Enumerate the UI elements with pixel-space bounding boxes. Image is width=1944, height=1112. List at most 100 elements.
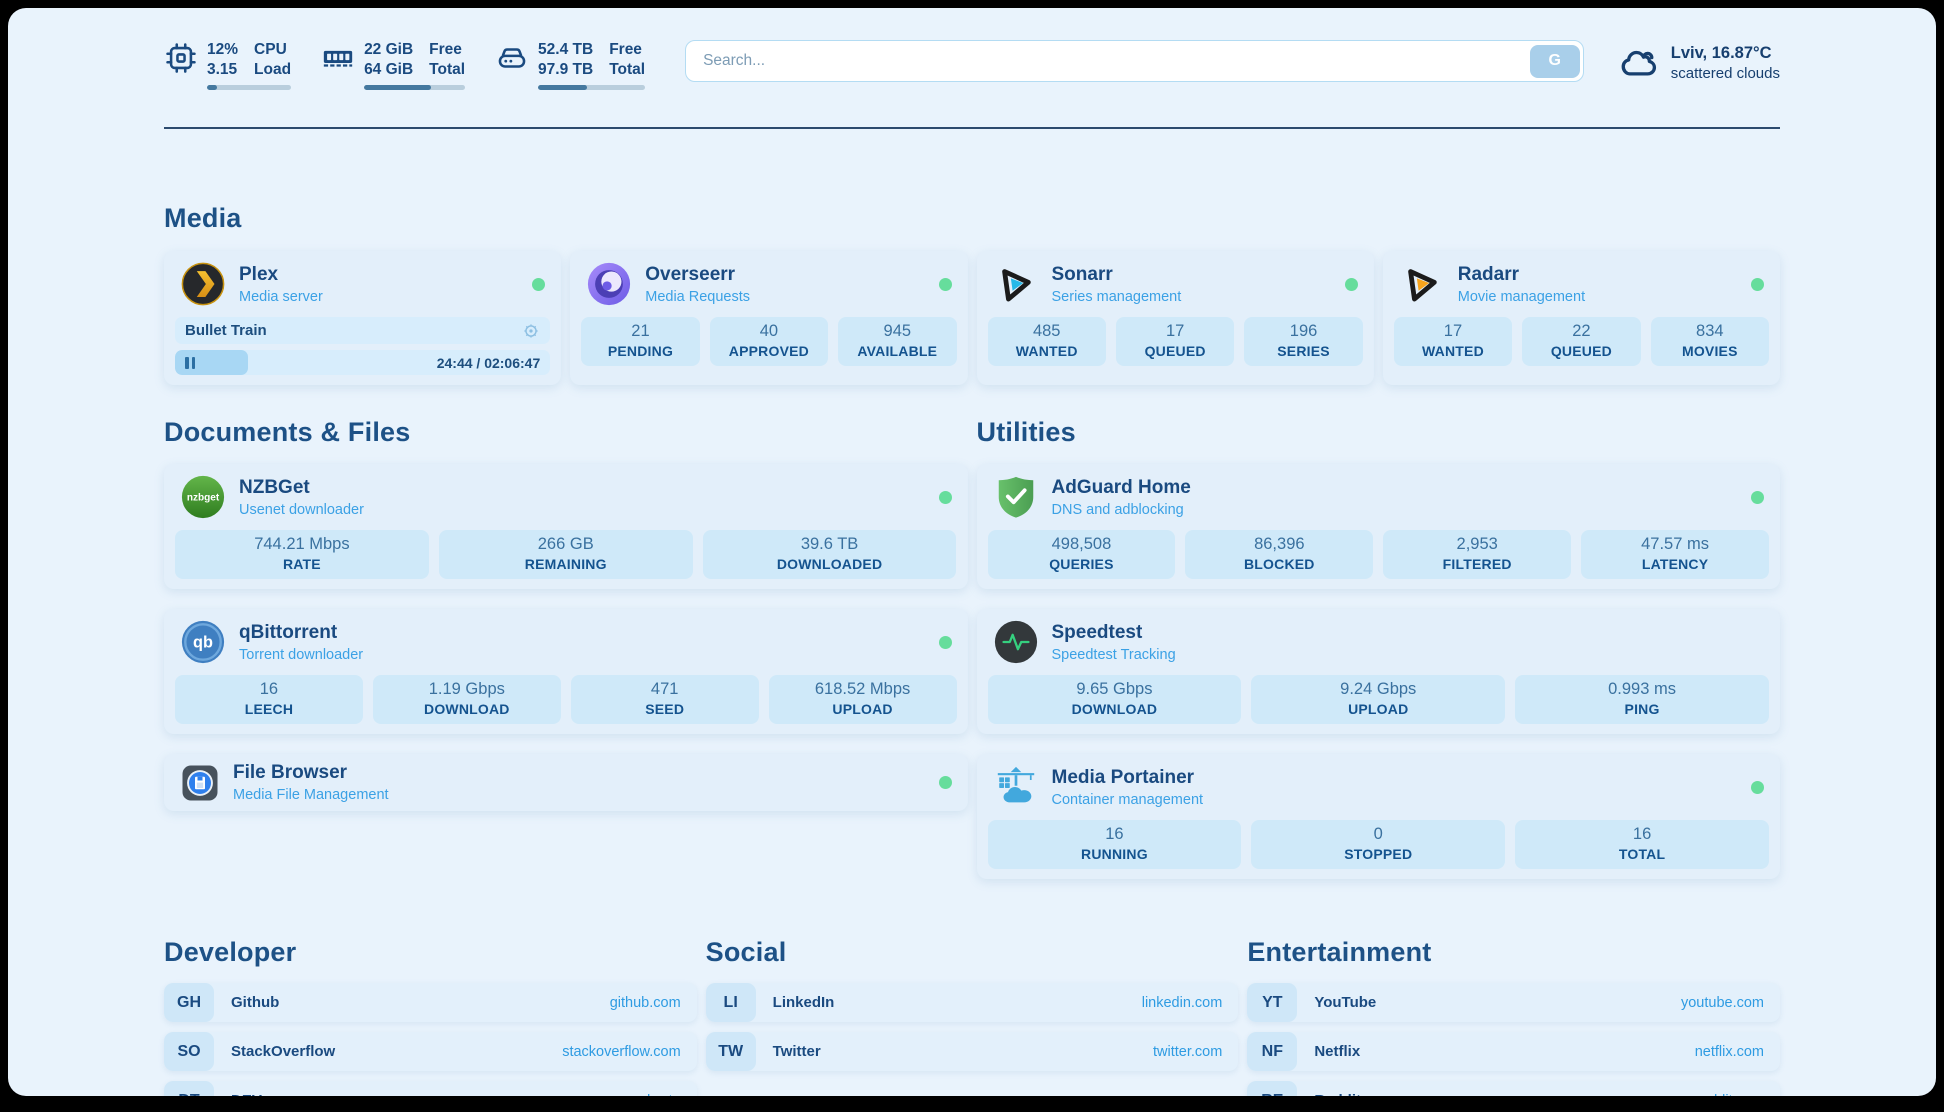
app-card-radarr[interactable]: Radarr Movie management 17 WANTED 22 QUE… [1382,251,1780,386]
app-name: Radarr [1457,263,1519,285]
app-description: Container management [1051,791,1204,808]
status-dot [938,776,952,790]
app-name: qBittorrent [239,621,338,643]
playback-time: 24:44 / 02:06:47 [436,354,541,371]
status-dot [938,277,952,291]
status-dot [1344,277,1358,291]
filebrowser-icon [180,763,220,803]
bookmark-name: DEV [231,1092,262,1096]
section-heading-social: Social [705,937,787,968]
session-settings-icon[interactable] [522,322,540,340]
bookmark-reddit[interactable]: RE Reddit reddit.com [1247,1081,1780,1096]
app-description: Speedtest Tracking [1051,646,1176,663]
bookmark-url[interactable]: netflix.com [1694,1043,1764,1060]
bookmark-twitter[interactable]: TW Twitter twitter.com [705,1032,1239,1072]
overseerr-icon [586,261,632,307]
bookmark-badge: DT [164,1081,214,1096]
search-engine-button[interactable]: G [1529,44,1580,78]
qbittorrent-icon: qb [180,619,226,665]
bookmark-netflix[interactable]: NF Netflix netflix.com [1247,1032,1780,1072]
app-card-portainer[interactable]: Media Portainer Container management 16 … [976,754,1780,880]
app-description: Media server [239,288,323,305]
stat-approved: 40 APPROVED [709,317,829,367]
disk-total-value: 97.9 TB [538,61,594,79]
adguard-icon [993,474,1039,520]
app-card-plex[interactable]: Plex Media server Bullet Train [164,251,562,386]
app-card-speedtest[interactable]: Speedtest Speedtest Tracking 9.65 Gbps D… [976,609,1780,735]
app-description: Series management [1051,288,1182,305]
bookmark-github[interactable]: GH Github github.com [164,983,697,1023]
bookmark-linkedin[interactable]: LI LinkedIn linkedin.com [705,983,1239,1023]
nzbget-icon: nzbget [180,474,226,520]
app-description: Usenet downloader [239,501,364,518]
dashboard: 12% 3.15 CPU Load [8,8,1936,1096]
now-playing-row: Bullet Train [175,317,551,345]
documents-column: Documents & Files nzbget [164,417,968,812]
memory-total-label: Total [429,61,466,79]
bookmark-name: YouTube [1314,994,1377,1012]
stat-available: 945 AVAILABLE [838,317,957,367]
section-heading-media: Media [164,203,242,234]
disk-total-label: Total [609,61,646,79]
app-description: Movie management [1457,288,1586,305]
stat-wanted: 485 WANTED [987,317,1106,367]
top-bar: 12% 3.15 CPU Load [164,8,1780,91]
stat-filtered: 2,953 FILTERED [1383,530,1572,580]
speedtest-icon [993,619,1039,665]
section-heading-documents: Documents & Files [164,417,411,448]
bookmark-badge: LI [705,983,756,1023]
memory-progress-bar [364,85,466,91]
cloud-icon [1618,42,1660,84]
utilities-column: Utilities AdGuard Home [976,417,1780,880]
bookmark-stackoverflow[interactable]: SO StackOverflow stackoverflow.com [164,1032,697,1072]
memory-total-value: 64 GiB [364,61,414,79]
bookmark-url[interactable]: youtube.com [1680,994,1764,1011]
bookmark-url[interactable]: linkedin.com [1141,994,1223,1011]
app-card-overseerr[interactable]: Overseerr Media Requests 21 PENDING 40 A… [570,251,968,386]
pause-icon [185,356,195,369]
bookmark-url[interactable]: stackoverflow.com [562,1043,681,1060]
bookmark-badge: NF [1247,1032,1298,1072]
svg-text:qb: qb [193,634,213,652]
bookmark-name: StackOverflow [231,1043,336,1061]
cpu-usage-label: CPU [254,41,287,58]
bookmark-url[interactable]: dev.to [642,1093,680,1096]
plex-icon [180,261,226,307]
app-name: Overseerr [645,263,736,285]
radarr-icon [1399,261,1445,307]
bookmark-youtube[interactable]: YT YouTube youtube.com [1247,983,1780,1023]
status-dot [1751,490,1764,504]
bookmark-url[interactable]: twitter.com [1153,1043,1223,1060]
bookmark-name: Twitter [772,1043,821,1061]
cpu-icon [164,41,198,75]
app-card-filebrowser[interactable]: File Browser Media File Management [164,754,968,812]
cpu-load-label: Load [254,61,292,79]
bookmark-badge: RE [1247,1081,1298,1096]
status-dot [1751,277,1764,291]
bookmark-url[interactable]: github.com [609,994,681,1011]
bookmark-name: LinkedIn [772,994,835,1012]
stat-download: 1.19 Gbps DOWNLOAD [372,675,561,725]
bookmark-url[interactable]: reddit.com [1696,1093,1764,1096]
search-input[interactable] [689,52,1530,70]
weather-widget: Lviv, 16.87°C scattered clouds [1618,40,1780,85]
stat-wanted: 17 WANTED [1393,317,1513,367]
memory-free-label: Free [429,41,462,58]
sonarr-icon [993,261,1039,307]
cpu-progress-bar [207,85,292,91]
app-card-nzbget[interactable]: nzbget NZBGet Usenet downloader 74 [164,464,968,590]
stat-queued: 22 QUEUED [1522,317,1641,367]
bookmark-dev[interactable]: DT DEV dev.to [164,1081,697,1096]
stat-stopped: 0 STOPPED [1251,820,1506,870]
header-divider [164,127,1780,130]
app-card-adguard[interactable]: AdGuard Home DNS and adblocking 498,508 … [976,464,1780,590]
bookmarks-entertainment: Entertainment YT YouTube youtube.com NF … [1247,937,1780,1096]
app-card-sonarr[interactable]: Sonarr Series management 485 WANTED 17 Q… [976,251,1374,386]
app-description: Media File Management [233,787,389,804]
app-card-qbittorrent[interactable]: qb qBittorrent Torrent downloader [164,609,968,735]
status-dot [938,490,952,504]
disk-free-label: Free [609,41,642,58]
stat-downloaded: 39.6 TB DOWNLOADED [702,530,957,580]
playback-progress-bar: 24:44 / 02:06:47 [175,350,551,376]
app-name: File Browser [233,762,348,784]
